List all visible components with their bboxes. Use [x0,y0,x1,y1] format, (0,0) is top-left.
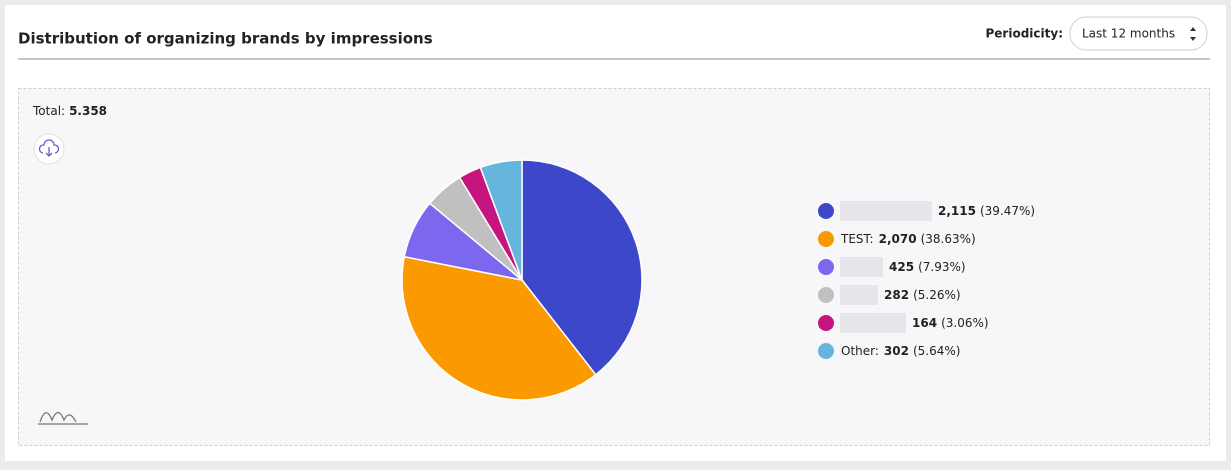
pie-slice [401,255,597,401]
total-value: 5.358 [69,104,107,118]
legend-percent: (39.47%) [980,204,1035,218]
legend-swatch [818,203,834,219]
legend-percent: (5.26%) [913,288,960,302]
legend-entry: 282 (5.26%) [884,288,961,302]
legend-value: 2,070 [879,232,917,246]
download-button[interactable] [33,133,65,165]
legend-name: TEST: [840,232,874,246]
legend-entry: Other: 302 (5.64%) [841,344,960,358]
periodicity-label: Periodicity: [986,27,1064,41]
periodicity-value[interactable]: Last 12 months [1082,27,1175,41]
legend-name: Other: [841,344,879,358]
legend-entry: 2,115 (39.47%) [938,204,1035,218]
legend-value: 425 [889,260,914,274]
legend-swatch [818,259,834,275]
legend-percent: (7.93%) [918,260,965,274]
legend-value: 282 [884,288,909,302]
legend-value: 2,115 [938,204,976,218]
legend-percent: (3.06%) [941,316,988,330]
select-arrows [1190,27,1196,41]
legend-entry: TEST: 2,070 (38.63%) [840,232,976,246]
redacted-name [840,313,906,333]
legend-entry: 164 (3.06%) [912,316,989,330]
pie-slice [521,159,643,376]
legend-swatch [818,231,834,247]
total: Total: 5.358 [32,104,107,118]
chart-type-icon [38,411,88,425]
redacted-name [840,257,883,277]
redacted-name [840,285,878,305]
legend-swatch [818,343,834,359]
legend-percent: (38.63%) [921,232,976,246]
legend-value: 302 [884,344,909,358]
pie-slice [479,159,523,281]
legend-entry: 425 (7.93%) [889,260,966,274]
periodicity-select[interactable] [1069,16,1208,51]
redacted-name [840,201,932,221]
total-label: Total: [32,104,65,118]
legend-swatch [818,287,834,303]
legend-percent: (5.64%) [913,344,960,358]
legend-swatch [818,315,834,331]
card-title: Distribution of organizing brands by imp… [18,30,433,48]
legend-value: 164 [912,316,937,330]
